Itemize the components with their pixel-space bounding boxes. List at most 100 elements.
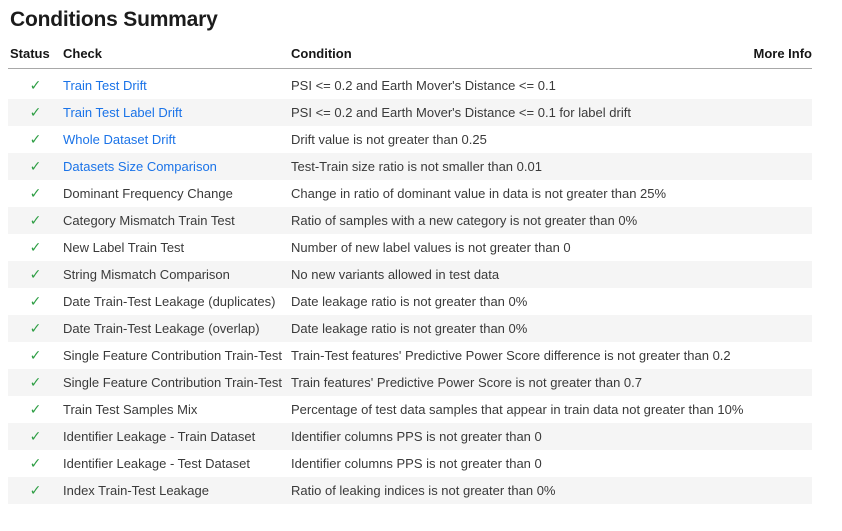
condition-text: PSI <= 0.2 and Earth Mover's Distance <=… <box>291 78 556 93</box>
check-cell: New Label Train Test <box>63 240 291 255</box>
table-rows: ✓ Train Test Drift PSI <= 0.2 and Earth … <box>8 72 812 504</box>
column-header-condition: Condition <box>291 46 352 61</box>
check-name: Train Test Samples Mix <box>63 402 198 417</box>
condition-text: Train-Test features' Predictive Power Sc… <box>291 348 731 363</box>
table-row: ✓ Train Test Drift PSI <= 0.2 and Earth … <box>8 72 812 99</box>
check-name: Single Feature Contribution Train-Test <box>63 348 282 363</box>
column-header-check: Check <box>63 46 103 61</box>
check-name: Single Feature Contribution Train-Test <box>63 375 282 390</box>
check-name: Index Train-Test Leakage <box>63 483 209 498</box>
check-cell: Train Test Label Drift <box>63 105 291 120</box>
status-pass-icon: ✓ <box>29 374 42 390</box>
check-cell: String Mismatch Comparison <box>63 267 291 282</box>
conditions-summary-page: Conditions Summary Status Check Conditio… <box>0 7 820 504</box>
column-header-more-info: More Info <box>753 46 813 61</box>
check-cell: Dominant Frequency Change <box>63 186 291 201</box>
check-cell: Single Feature Contribution Train-Test <box>63 375 291 390</box>
status-cell: ✓ <box>8 374 63 391</box>
column-header-status: Status <box>10 46 50 61</box>
check-name: Identifier Leakage - Train Dataset <box>63 429 256 444</box>
table-header-row: Status Check Condition More Info <box>8 46 812 69</box>
table-row: ✓ Train Test Samples Mix Percentage of t… <box>8 396 812 423</box>
status-cell: ✓ <box>8 266 63 283</box>
check-name: Date Train-Test Leakage (duplicates) <box>63 294 276 309</box>
check-cell: Train Test Drift <box>63 78 291 93</box>
check-cell: Whole Dataset Drift <box>63 132 291 147</box>
check-name-link[interactable]: Train Test Drift <box>63 78 147 93</box>
table-row: ✓ Dominant Frequency Change Change in ra… <box>8 180 812 207</box>
table-row: ✓ New Label Train Test Number of new lab… <box>8 234 812 261</box>
status-cell: ✓ <box>8 455 63 472</box>
check-name-link[interactable]: Train Test Label Drift <box>63 105 183 120</box>
table-row: ✓ Single Feature Contribution Train-Test… <box>8 369 812 396</box>
condition-text: Ratio of samples with a new category is … <box>291 213 638 228</box>
table-row: ✓ Single Feature Contribution Train-Test… <box>8 342 812 369</box>
check-cell: Category Mismatch Train Test <box>63 213 291 228</box>
check-cell: Identifier Leakage - Test Dataset <box>63 456 291 471</box>
condition-text: Date leakage ratio is not greater than 0… <box>291 294 528 309</box>
check-cell: Train Test Samples Mix <box>63 402 291 417</box>
table-row: ✓ Datasets Size Comparison Test-Train si… <box>8 153 812 180</box>
table-row: ✓ String Mismatch Comparison No new vari… <box>8 261 812 288</box>
status-cell: ✓ <box>8 320 63 337</box>
condition-text: Change in ratio of dominant value in dat… <box>291 186 667 201</box>
status-cell: ✓ <box>8 104 63 121</box>
status-pass-icon: ✓ <box>29 428 42 444</box>
status-pass-icon: ✓ <box>29 131 42 147</box>
status-cell: ✓ <box>8 77 63 94</box>
conditions-table: Status Check Condition More Info ✓ Train… <box>8 46 812 504</box>
status-pass-icon: ✓ <box>29 266 42 282</box>
check-name-link[interactable]: Datasets Size Comparison <box>63 159 217 174</box>
status-cell: ✓ <box>8 131 63 148</box>
status-pass-icon: ✓ <box>29 158 42 174</box>
condition-text: Test-Train size ratio is not smaller tha… <box>291 159 542 174</box>
page-title: Conditions Summary <box>10 8 218 31</box>
table-row: ✓ Identifier Leakage - Test Dataset Iden… <box>8 450 812 477</box>
status-cell: ✓ <box>8 212 63 229</box>
status-cell: ✓ <box>8 158 63 175</box>
check-name: Date Train-Test Leakage (overlap) <box>63 321 260 336</box>
table-row: ✓ Train Test Label Drift PSI <= 0.2 and … <box>8 99 812 126</box>
status-cell: ✓ <box>8 239 63 256</box>
check-cell: Datasets Size Comparison <box>63 159 291 174</box>
check-cell: Identifier Leakage - Train Dataset <box>63 429 291 444</box>
status-cell: ✓ <box>8 428 63 445</box>
status-pass-icon: ✓ <box>29 212 42 228</box>
status-cell: ✓ <box>8 293 63 310</box>
status-pass-icon: ✓ <box>29 401 42 417</box>
condition-text: No new variants allowed in test data <box>291 267 500 282</box>
check-name: New Label Train Test <box>63 240 185 255</box>
table-row: ✓ Date Train-Test Leakage (duplicates) D… <box>8 288 812 315</box>
condition-text: Drift value is not greater than 0.25 <box>291 132 487 147</box>
condition-text: Ratio of leaking indices is not greater … <box>291 483 556 498</box>
status-pass-icon: ✓ <box>29 347 42 363</box>
table-row: ✓ Date Train-Test Leakage (overlap) Date… <box>8 315 812 342</box>
condition-text: PSI <= 0.2 and Earth Mover's Distance <=… <box>291 105 631 120</box>
check-cell: Single Feature Contribution Train-Test <box>63 348 291 363</box>
status-cell: ✓ <box>8 347 63 364</box>
check-name: String Mismatch Comparison <box>63 267 230 282</box>
status-pass-icon: ✓ <box>29 455 42 471</box>
check-cell: Index Train-Test Leakage <box>63 483 291 498</box>
status-pass-icon: ✓ <box>29 293 42 309</box>
status-pass-icon: ✓ <box>29 482 42 498</box>
status-cell: ✓ <box>8 185 63 202</box>
check-name: Identifier Leakage - Test Dataset <box>63 456 250 471</box>
status-pass-icon: ✓ <box>29 104 42 120</box>
table-row: ✓ Index Train-Test Leakage Ratio of leak… <box>8 477 812 504</box>
check-cell: Date Train-Test Leakage (duplicates) <box>63 294 291 309</box>
check-name-link[interactable]: Whole Dataset Drift <box>63 132 176 147</box>
check-cell: Date Train-Test Leakage (overlap) <box>63 321 291 336</box>
table-row: ✓ Whole Dataset Drift Drift value is not… <box>8 126 812 153</box>
status-pass-icon: ✓ <box>29 239 42 255</box>
condition-text: Percentage of test data samples that app… <box>291 402 744 417</box>
status-pass-icon: ✓ <box>29 320 42 336</box>
condition-text: Date leakage ratio is not greater than 0… <box>291 321 528 336</box>
condition-text: Number of new label values is not greate… <box>291 240 571 255</box>
condition-text: Identifier columns PPS is not greater th… <box>291 456 542 471</box>
status-cell: ✓ <box>8 401 63 418</box>
table-row: ✓ Category Mismatch Train Test Ratio of … <box>8 207 812 234</box>
condition-text: Train features' Predictive Power Score i… <box>291 375 643 390</box>
status-pass-icon: ✓ <box>29 77 42 93</box>
check-name: Category Mismatch Train Test <box>63 213 235 228</box>
